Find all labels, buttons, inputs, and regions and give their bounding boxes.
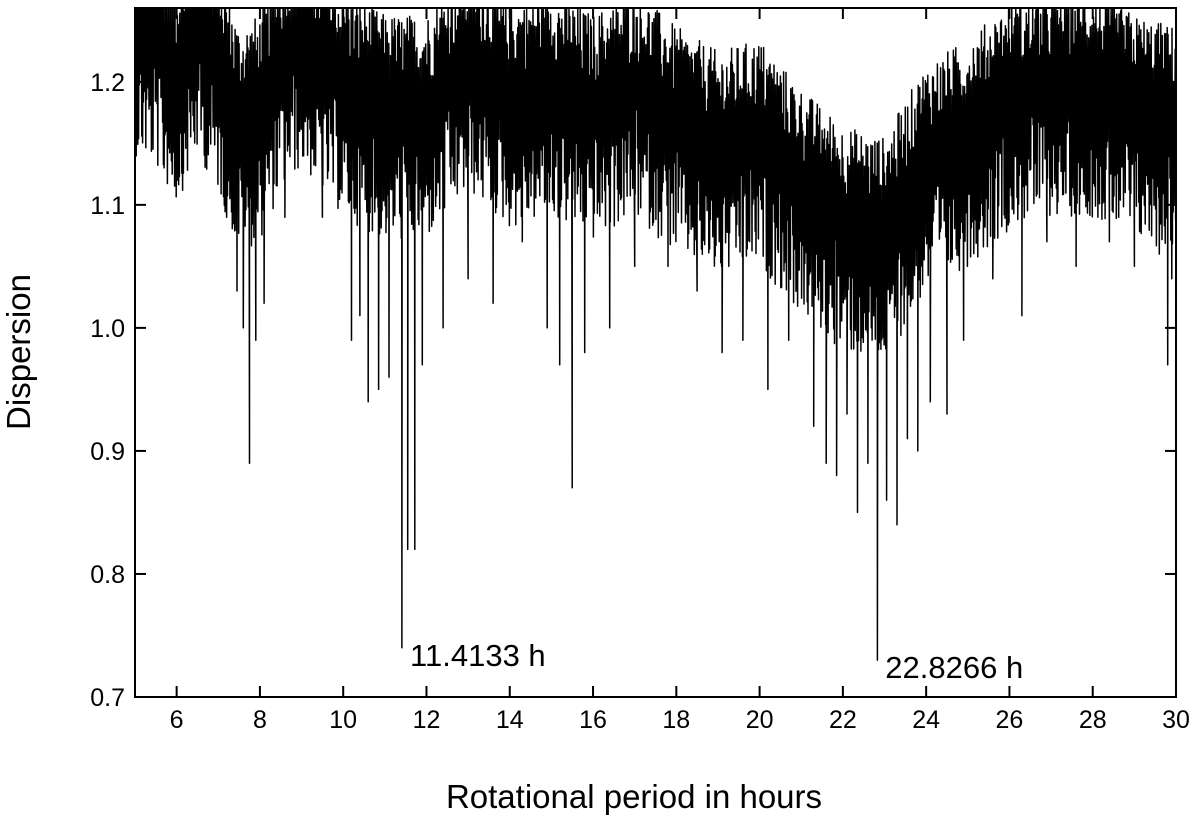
x-tick-label: 30 — [1162, 706, 1190, 734]
y-tick-label: 0.8 — [90, 561, 125, 589]
x-tick-label: 6 — [170, 706, 184, 734]
annotations: 11.4133 h 22.8266 h — [410, 638, 1023, 685]
period-annotation: 22.8266 h — [885, 650, 1023, 685]
x-tick-label: 22 — [829, 706, 857, 734]
period-annotation: 11.4133 h — [410, 638, 546, 673]
x-tick-label: 24 — [912, 706, 940, 734]
x-tick-label: 20 — [746, 706, 774, 734]
x-tick-label: 26 — [996, 706, 1024, 734]
axis-ticks — [135, 8, 1177, 698]
x-tick-labels: 6 8 10 12 14 16 18 20 22 24 26 28 30 — [170, 706, 1190, 734]
x-tick-label: 10 — [329, 706, 357, 734]
dispersion-line — [134, 7, 1177, 661]
x-tick-label: 14 — [496, 706, 524, 734]
plot-frame — [134, 7, 1177, 698]
x-tick-label: 28 — [1079, 706, 1107, 734]
x-tick-label: 8 — [253, 706, 267, 734]
plot-area-border — [134, 7, 1177, 698]
x-tick-label: 12 — [413, 706, 441, 734]
x-tick-label: 18 — [662, 706, 690, 734]
x-axis-title: Rotational period in hours — [446, 778, 822, 815]
y-tick-label: 1.0 — [90, 315, 125, 343]
y-tick-label: 0.9 — [90, 438, 125, 466]
y-axis-title: Dispersion — [0, 274, 37, 430]
y-tick-label: 0.7 — [90, 684, 125, 712]
y-tick-label: 1.1 — [90, 192, 125, 220]
x-tick-label: 16 — [579, 706, 607, 734]
y-tick-label: 1.2 — [90, 69, 125, 97]
y-tick-labels: 0.7 0.8 0.9 1.0 1.1 1.2 — [90, 69, 125, 712]
dispersion-series — [134, 7, 1177, 661]
